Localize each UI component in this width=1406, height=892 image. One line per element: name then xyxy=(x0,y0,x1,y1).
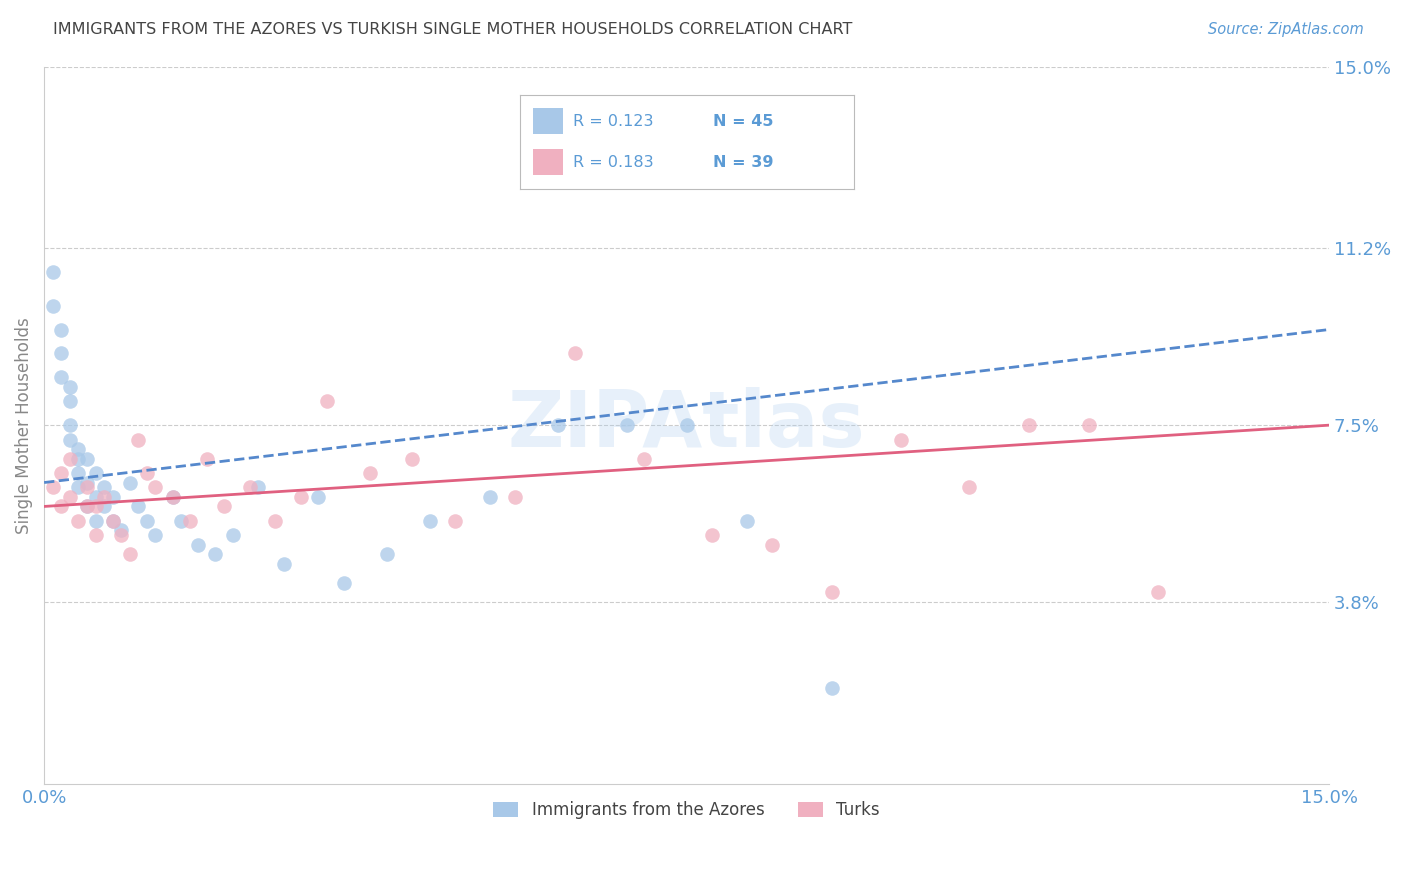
Point xyxy=(59,451,82,466)
Point xyxy=(221,528,243,542)
Point xyxy=(821,681,844,695)
Y-axis label: Single Mother Households: Single Mother Households xyxy=(15,317,32,533)
Point xyxy=(547,418,569,433)
Point xyxy=(195,451,218,466)
Point xyxy=(118,547,141,561)
Point xyxy=(51,322,73,336)
Point xyxy=(127,433,149,447)
Point xyxy=(76,451,98,466)
Point xyxy=(110,524,132,538)
Point xyxy=(67,451,90,466)
Point xyxy=(478,490,501,504)
Point xyxy=(59,418,82,433)
Point xyxy=(419,514,441,528)
Point xyxy=(212,500,235,514)
Point xyxy=(101,514,124,528)
Point xyxy=(127,500,149,514)
Point xyxy=(1078,418,1101,433)
Point xyxy=(675,418,697,433)
Point xyxy=(761,538,783,552)
Point xyxy=(84,528,107,542)
Point xyxy=(101,490,124,504)
Point xyxy=(41,480,63,494)
Point xyxy=(1018,418,1040,433)
Point xyxy=(41,265,63,279)
Point xyxy=(67,514,90,528)
Point xyxy=(76,500,98,514)
Point xyxy=(51,370,73,384)
Point xyxy=(273,557,295,571)
Point xyxy=(84,466,107,480)
Point xyxy=(162,490,184,504)
Point xyxy=(101,514,124,528)
Point xyxy=(616,418,638,433)
Point xyxy=(67,442,90,456)
Point xyxy=(179,514,201,528)
Point xyxy=(735,514,758,528)
Point xyxy=(1146,585,1168,599)
Text: IMMIGRANTS FROM THE AZORES VS TURKISH SINGLE MOTHER HOUSEHOLDS CORRELATION CHART: IMMIGRANTS FROM THE AZORES VS TURKISH SI… xyxy=(53,22,853,37)
Point xyxy=(333,576,356,591)
Point xyxy=(444,514,467,528)
Point xyxy=(84,500,107,514)
Point xyxy=(67,466,90,480)
Point xyxy=(93,480,115,494)
Point xyxy=(84,490,107,504)
Point xyxy=(51,500,73,514)
Point xyxy=(821,585,844,599)
Point xyxy=(51,346,73,360)
Point xyxy=(59,394,82,409)
Point xyxy=(59,433,82,447)
Point xyxy=(162,490,184,504)
Point xyxy=(118,475,141,490)
Point xyxy=(633,451,655,466)
Point xyxy=(375,547,398,561)
Point xyxy=(135,466,157,480)
Point xyxy=(503,490,526,504)
Point xyxy=(110,528,132,542)
Point xyxy=(76,480,98,494)
Point xyxy=(145,528,167,542)
Point xyxy=(401,451,423,466)
Point xyxy=(93,500,115,514)
Point xyxy=(93,490,115,504)
Point xyxy=(247,480,270,494)
Point xyxy=(957,480,980,494)
Point xyxy=(67,480,90,494)
Point xyxy=(84,514,107,528)
Point xyxy=(307,490,329,504)
Point xyxy=(51,466,73,480)
Point xyxy=(41,299,63,313)
Point xyxy=(204,547,226,561)
Point xyxy=(359,466,381,480)
Point xyxy=(239,480,262,494)
Text: ZIPAtlas: ZIPAtlas xyxy=(508,387,865,463)
Point xyxy=(145,480,167,494)
Legend: Immigrants from the Azores, Turks: Immigrants from the Azores, Turks xyxy=(486,794,886,826)
Point xyxy=(290,490,312,504)
Point xyxy=(135,514,157,528)
Point xyxy=(564,346,586,360)
Point xyxy=(890,433,912,447)
Point xyxy=(76,475,98,490)
Point xyxy=(76,500,98,514)
Point xyxy=(59,490,82,504)
Text: Source: ZipAtlas.com: Source: ZipAtlas.com xyxy=(1208,22,1364,37)
Point xyxy=(170,514,193,528)
Point xyxy=(315,394,337,409)
Point xyxy=(187,538,209,552)
Point xyxy=(702,528,724,542)
Point xyxy=(264,514,287,528)
Point xyxy=(59,380,82,394)
